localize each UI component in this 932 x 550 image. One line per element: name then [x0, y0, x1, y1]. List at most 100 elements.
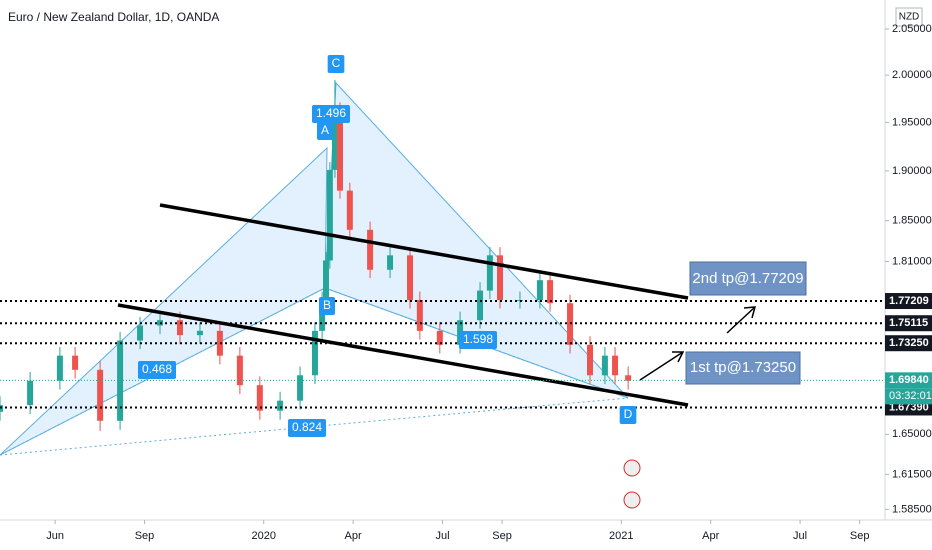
currency: NZD [899, 12, 920, 23]
candle-body [72, 355, 79, 370]
candle-body [367, 229, 374, 270]
pattern-label: C [332, 56, 341, 70]
candle-body [547, 280, 554, 304]
lower-trendline [117, 303, 689, 407]
price-tag [885, 293, 932, 310]
y-tick-label: 2.00000 [892, 69, 932, 81]
pattern-labels: A B C D 1.496 0.468 0.824 1.598 [137, 55, 637, 437]
price-axis [885, 0, 932, 550]
countdown-bg [885, 388, 932, 405]
pattern-label: 1.496 [316, 106, 346, 120]
y-tick-label: 1.58500 [892, 503, 932, 515]
x-tick-label: Sep [492, 530, 512, 542]
pattern-label-bg [311, 105, 351, 123]
candle-body [416, 300, 423, 331]
x-tick-label: Jul [793, 530, 807, 542]
candle-body [587, 344, 593, 376]
candle-body [277, 400, 284, 411]
candle-body [346, 190, 353, 230]
y-tick-label: 1.95000 [892, 116, 932, 128]
candle-body [407, 255, 414, 301]
currency-box[interactable] [895, 7, 923, 27]
price-tag [885, 372, 932, 389]
pattern-label-bg [316, 122, 334, 140]
axis-labels: 2.05000 2.00000 1.95000 1.90000 1.85000 1.810… [46, 23, 932, 542]
x-tick-label: Jun [46, 530, 64, 542]
candle-body [516, 300, 523, 302]
event-icon[interactable] [623, 459, 641, 477]
candle-body [137, 325, 144, 341]
countdown: 03:32:01 [889, 390, 932, 402]
candle-body [319, 300, 326, 331]
pattern-label: 1.598 [463, 332, 493, 346]
candle-body [297, 375, 304, 401]
tp2-box [689, 261, 807, 296]
pattern-label-bg [318, 297, 336, 315]
price-tag [885, 335, 932, 352]
pattern-label-bg [458, 331, 498, 349]
candle-body [486, 255, 493, 291]
pattern-label-bg [327, 55, 345, 73]
candle-body [56, 355, 63, 381]
price-tag-label: 1.67390 [889, 401, 929, 413]
candle-body [27, 380, 34, 406]
pattern-label: 0.824 [292, 420, 322, 434]
candle-body [387, 255, 394, 270]
pattern-label-bg [619, 406, 637, 424]
y-tick-label: 1.65000 [892, 428, 932, 440]
price-tag-label: 1.69840 [889, 374, 929, 386]
candle-body [196, 330, 203, 336]
arrow-1 [639, 351, 685, 381]
arrow-2 [726, 306, 757, 334]
x-tick-label: Sep [135, 530, 155, 542]
candle-body [536, 280, 543, 301]
candle-body [625, 375, 632, 381]
x-tick-label: Apr [702, 530, 719, 542]
candle-body [97, 369, 104, 421]
x-tick-label: Sep [850, 530, 870, 542]
candle-body [176, 320, 183, 336]
candle-body [477, 290, 484, 321]
pattern-label-bg [287, 419, 327, 437]
candle-body [0, 405, 3, 412]
price-tag-label: 1.73250 [889, 337, 929, 349]
candle-body [311, 330, 318, 376]
xb-line [0, 287, 326, 456]
candle-body [601, 355, 608, 376]
tp1-box [685, 351, 801, 385]
chart-title: Euro / New Zealand Dollar, 1D, OANDA [8, 10, 219, 24]
y-tick-label: 2.05000 [892, 23, 932, 35]
pattern-label: A [321, 123, 329, 137]
x-tick-label: Apr [345, 530, 362, 542]
candle-body [336, 109, 343, 191]
candle-body [256, 385, 263, 411]
pattern-label: B [323, 298, 331, 312]
pattern-label-bg [137, 361, 177, 379]
candle-body [322, 260, 329, 301]
pattern-label: D [624, 407, 633, 421]
tp1-text: 1st tp@1.73250 [690, 359, 796, 376]
price-levels [0, 300, 885, 409]
x-tick-label: 2020 [251, 530, 275, 542]
y-tick-label: 1.61500 [892, 468, 932, 480]
candle-body [216, 330, 223, 356]
pattern-label: 0.468 [142, 362, 172, 376]
event-icon[interactable] [623, 491, 641, 509]
upper-trendline [159, 203, 689, 300]
candle-body [331, 109, 338, 170]
candle-body [326, 169, 333, 261]
y-tick-label: 1.81000 [892, 255, 932, 267]
candle-body [236, 355, 243, 386]
price-tag-label: 1.75115 [889, 317, 928, 329]
y-tick-label: 1.90000 [892, 165, 932, 177]
tp2-text: 2nd tp@1.77209 [692, 270, 803, 287]
x-tick-label: 2021 [609, 530, 633, 542]
x-tick-label: Jul [435, 530, 449, 542]
candle-body [436, 330, 443, 345]
price-tag [885, 315, 932, 332]
candle-body [497, 255, 504, 301]
price-tag-label: 1.77209 [889, 295, 929, 307]
candle-body [612, 355, 619, 376]
y-tick-label: 1.85000 [892, 215, 932, 227]
